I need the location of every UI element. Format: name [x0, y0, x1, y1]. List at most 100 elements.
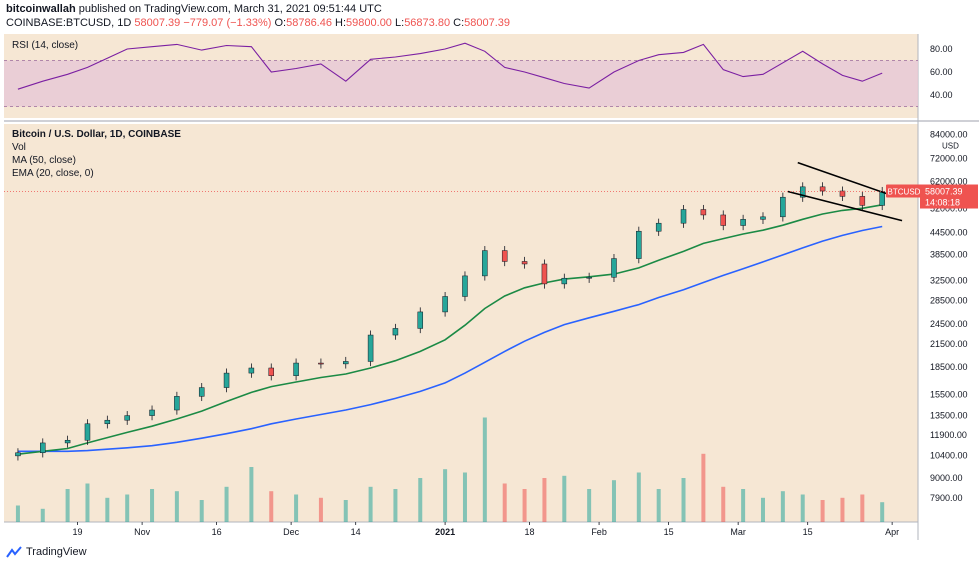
volume-bar: [760, 497, 765, 522]
volume-bar: [174, 491, 179, 522]
volume-bar: [343, 500, 348, 522]
volume-bar: [820, 500, 825, 522]
high-value: 59800.00: [346, 17, 392, 29]
volume-bar: [721, 486, 726, 522]
volume-bar: [880, 502, 885, 522]
volume-bar: [125, 494, 130, 522]
candle-body: [40, 442, 46, 454]
price-tick-label: 10400.00: [930, 451, 968, 461]
ohlc-line: COINBASE:BTCUSD, 1D 58007.39 −779.07 (−1…: [6, 17, 510, 29]
time-tick-label: 15: [664, 527, 674, 537]
price-tick-label: 62000.00: [930, 176, 968, 186]
main-legend-title[interactable]: Bitcoin / U.S. Dollar, 1D, COINBASE: [12, 129, 181, 140]
open-label: O:: [274, 17, 287, 29]
volume-bar: [741, 489, 746, 522]
volume-bar: [860, 494, 865, 522]
volume-bar: [636, 472, 641, 522]
tradingview-logo[interactable]: TradingView: [6, 546, 87, 558]
rsi-legend[interactable]: RSI (14, close): [12, 40, 79, 51]
volume-bar: [40, 508, 45, 522]
candle-body: [740, 219, 746, 226]
rsi-series-line: [17, 42, 883, 90]
candle-body: [541, 263, 548, 285]
price-tick-label: 38500.00: [930, 250, 968, 260]
volume-bar: [368, 486, 373, 522]
candle-body: [586, 277, 592, 279]
time-tick-label: 14: [351, 527, 361, 537]
rsi-tick-label: 40.00: [930, 90, 953, 100]
price-change: −779.07 (−1.33%): [183, 17, 272, 29]
channel-lower-line: [787, 190, 903, 222]
candle-body: [15, 452, 21, 457]
price-tick-label: 72000.00: [930, 153, 968, 163]
candle-body: [442, 296, 448, 313]
time-tick-label: 2021: [435, 527, 455, 537]
ma-50-line: [17, 225, 883, 453]
channel-upper-line: [797, 161, 893, 197]
volume-bar: [462, 472, 467, 522]
price-tick-label: 84000.00: [930, 130, 968, 140]
volume-bar: [105, 497, 110, 522]
volume-bar: [294, 494, 299, 522]
candle-body: [636, 230, 642, 259]
volume-bar: [199, 500, 204, 522]
candle-body: [293, 362, 299, 376]
ma-legend[interactable]: MA (50, close): [12, 155, 76, 166]
tradingview-icon: [6, 546, 22, 558]
price-tick-label: 21500.00: [930, 339, 968, 349]
ema-legend[interactable]: EMA (20, close, 0): [12, 168, 94, 179]
candle-body: [343, 361, 349, 365]
low-value: 56873.80: [404, 17, 451, 29]
volume-bar: [611, 480, 616, 522]
candle-body: [879, 191, 885, 206]
candle-body: [417, 311, 424, 329]
ema-20-line: [17, 204, 883, 455]
candle-body: [720, 214, 727, 226]
close-label: C:: [453, 17, 465, 29]
price-tick-label: 15500.00: [930, 389, 968, 399]
publisher-name[interactable]: bitcoinwallah: [6, 3, 76, 15]
candle-body: [680, 209, 687, 224]
price-tick-label: 7900.00: [930, 493, 963, 503]
price-tick-label: 28500.00: [930, 296, 968, 306]
rsi-tick-label: 60.00: [930, 67, 953, 77]
candle-body: [84, 423, 91, 441]
low-label: L:: [395, 17, 405, 29]
price-tick-label: 32500.00: [930, 276, 968, 286]
candle-body: [859, 196, 866, 206]
price-tick-label: 44500.00: [930, 227, 968, 237]
candle-body: [149, 409, 155, 416]
time-tick-label: 16: [212, 527, 222, 537]
time-tick-label: Mar: [730, 527, 746, 537]
volume-bar: [269, 491, 274, 522]
candle-body: [367, 334, 374, 362]
candle-body: [611, 258, 617, 278]
candle-body: [392, 328, 399, 336]
close-value: 58007.39: [464, 17, 511, 29]
volume-bar: [85, 483, 90, 522]
volume-bar: [150, 489, 155, 522]
vol-legend[interactable]: Vol: [12, 142, 26, 153]
published-text: published on TradingView.com, March 31, …: [78, 3, 382, 15]
rsi-tick-label: 80.00: [930, 44, 953, 54]
candle-body: [174, 396, 180, 411]
volume-bar: [65, 489, 70, 522]
price-tick-label: 11900.00: [930, 430, 967, 440]
candle-body: [248, 367, 255, 374]
price-tag-bg: [920, 184, 978, 209]
time-tick-label: Dec: [283, 527, 300, 537]
volume-bar: [840, 497, 845, 522]
last-price: 58007.39: [134, 17, 181, 29]
price-tag-countdown: 14:08:18: [925, 198, 960, 208]
candle-body: [64, 439, 71, 444]
time-tick-label: 18: [525, 527, 535, 537]
candle-body: [223, 372, 230, 388]
price-tick-label: 18500.00: [930, 362, 968, 372]
footer-brand: TradingView: [26, 546, 87, 558]
price-tag-value: 58007.39: [925, 187, 963, 197]
time-tick-label: 15: [803, 527, 813, 537]
candle-body: [799, 186, 806, 198]
volume-bar: [418, 478, 423, 522]
candle-body: [819, 186, 826, 192]
